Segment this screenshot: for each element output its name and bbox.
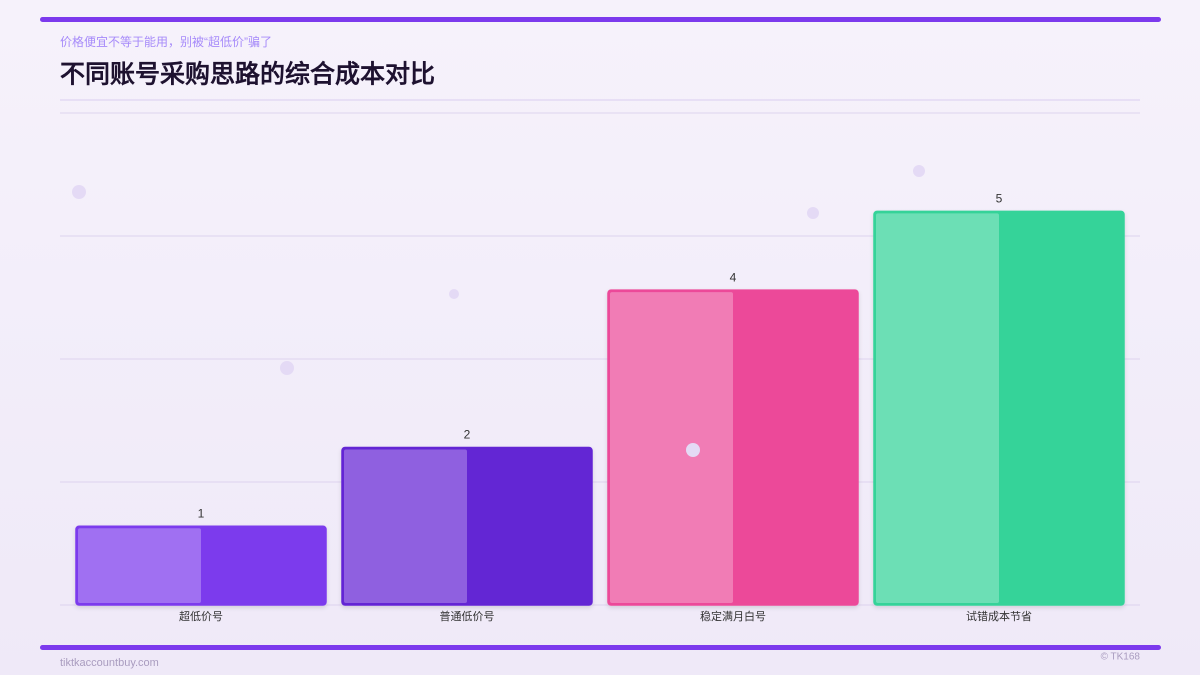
x-tick-label: 超低价号 — [179, 609, 223, 623]
x-tick-label: 试错成本节省 — [966, 609, 1032, 623]
footer-site: tiktkaccountbuy.com — [60, 657, 159, 669]
decor-dot — [913, 165, 925, 177]
value-label: 5 — [996, 192, 1003, 206]
subtitle: 价格便宜不等于能用，别被“超低价”骗了 — [60, 34, 272, 49]
footer-copyright: © TK168 — [1101, 652, 1141, 663]
bar-group — [75, 525, 327, 606]
bar-highlight — [876, 213, 999, 603]
value-label: 1 — [198, 506, 205, 520]
decor-dot — [807, 207, 819, 219]
bar-highlight — [344, 449, 467, 603]
value-label: 4 — [730, 270, 737, 284]
x-tick-label: 普通低价号 — [440, 609, 495, 623]
value-label: 2 — [464, 428, 471, 442]
title: 不同账号采购思路的综合成本对比 — [60, 60, 435, 89]
bottom-rule — [40, 645, 1161, 650]
top-rule — [40, 17, 1161, 22]
bar-group — [607, 289, 859, 606]
decor-dot — [72, 185, 86, 199]
x-tick-label: 稳定满月白号 — [700, 609, 766, 623]
bar-highlight — [610, 292, 733, 603]
bar-highlight — [78, 528, 201, 603]
decor-dot — [686, 443, 700, 457]
plot-area: 1 超低价号 2 普通低价号 4 稳定满月白号 5 试错成本节省 — [60, 112, 1140, 623]
decor-dot — [280, 361, 294, 375]
bar-group — [873, 210, 1125, 606]
decor-dot — [449, 289, 459, 299]
bar-group — [341, 446, 593, 606]
